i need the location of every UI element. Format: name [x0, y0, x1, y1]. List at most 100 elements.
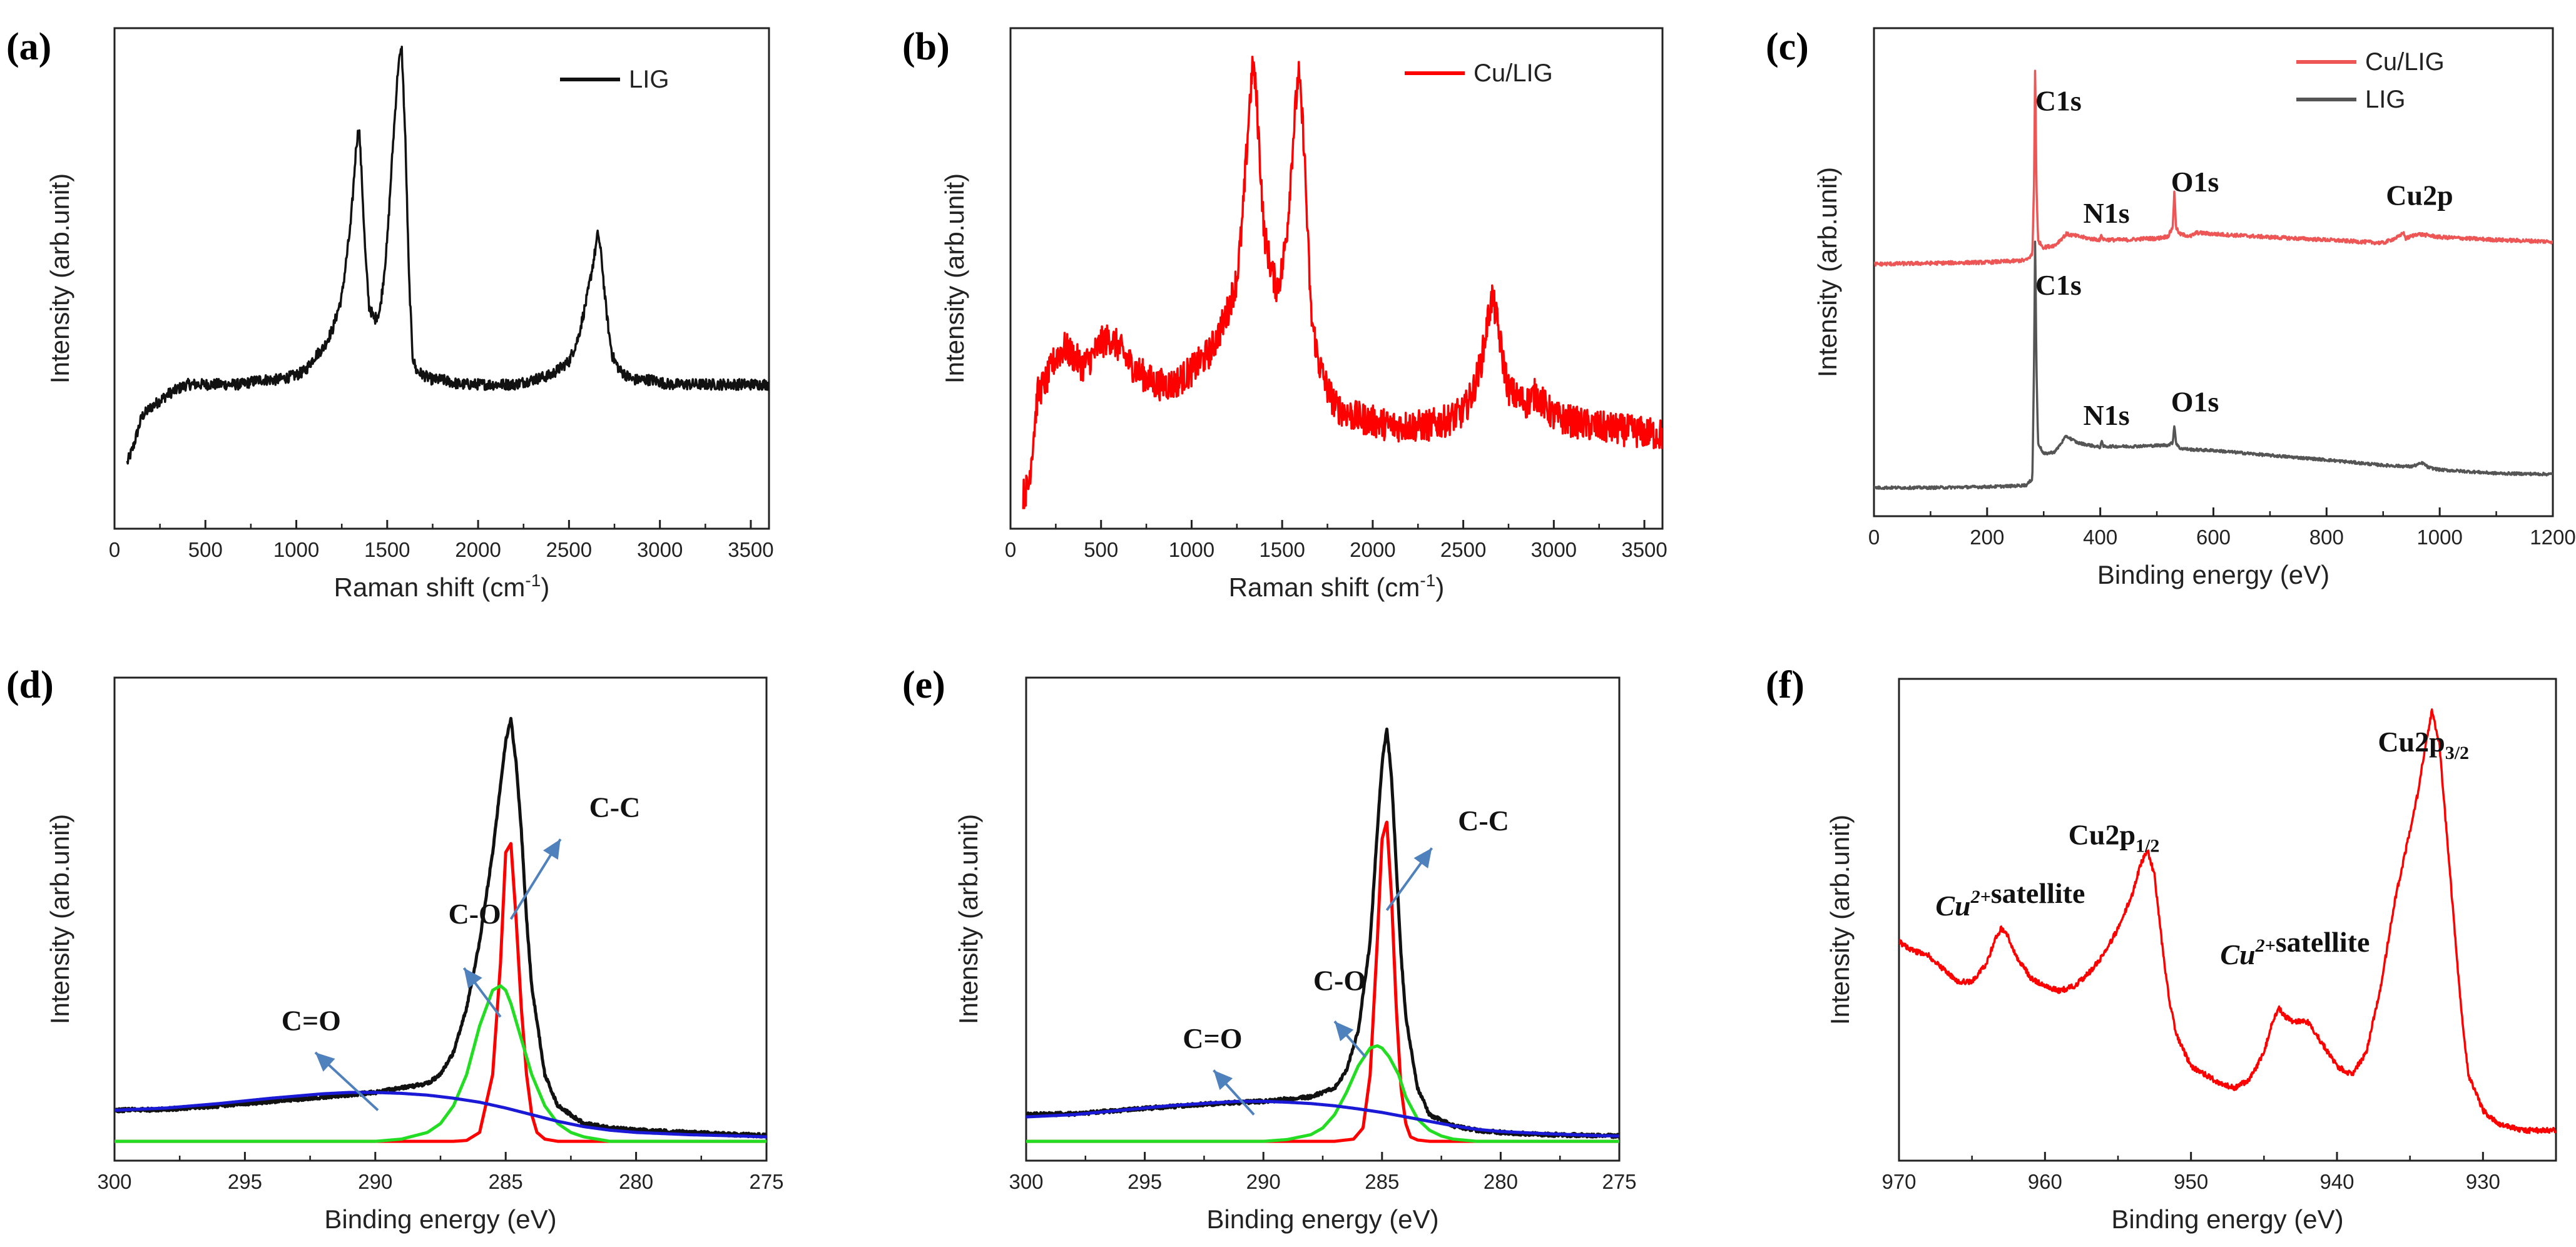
annotation-d-0: C-C: [589, 791, 641, 823]
chart-c: (c) 0 200 400 600 800 1000 1200 Binding energy (…: [1766, 26, 2576, 589]
x-tick-label-e-5: 275: [1602, 1170, 1636, 1193]
panel-label-d: (d): [6, 664, 54, 706]
annotation-c-2: O1s: [2171, 166, 2219, 198]
chart-f: (f) 970 960 950 940 930 Binding energy (eV) Int…: [1766, 664, 2557, 1234]
x-tick-label-e-0: 300: [1009, 1170, 1043, 1193]
arrow-head-d-0: [543, 839, 561, 860]
annotation-f-1: Cu2p1/2: [2069, 819, 2160, 857]
x-tick-label-a-3: 1500: [364, 538, 410, 561]
x-tick-label-b-4: 2000: [1350, 538, 1395, 561]
x-tick-label-c-2: 400: [2083, 526, 2117, 549]
annotation-d-1: C-O: [449, 898, 501, 930]
legend-label-c-1: LIG: [2365, 86, 2405, 113]
x-tick-label-a-4: 2000: [455, 538, 501, 561]
series-group-e: [1026, 727, 1619, 1143]
x-tick-label-b-0: 0: [1005, 538, 1016, 561]
chart-b: (b) 0 500 1000 1500 2000 2500 3000 3500 Raman shi…: [902, 26, 1667, 602]
series-group-a: [126, 46, 769, 465]
x-tick-label-c-6: 1200: [2530, 526, 2575, 549]
series-group-f: [1899, 708, 2556, 1134]
annotation-d-2: C=O: [282, 1005, 341, 1037]
x-tick-label-f-0: 970: [1881, 1170, 1916, 1193]
panel-label-e: (e): [902, 664, 945, 706]
x-tick-label-c-3: 600: [2196, 526, 2231, 549]
legend-label-b-0: Cu/LIG: [1474, 59, 1553, 87]
x-axis-title-e: Binding energy (eV): [1206, 1204, 1438, 1234]
series-group-b: [1022, 56, 1662, 509]
panel-label-b: (b): [902, 26, 950, 68]
x-tick-label-f-3: 940: [2319, 1170, 2354, 1193]
x-tick-label-a-6: 3000: [637, 538, 683, 561]
annotation-c-6: O1s: [2171, 385, 2219, 417]
arrow-head-e-0: [1413, 848, 1432, 868]
x-tick-label-c-5: 1000: [2416, 526, 2462, 549]
y-axis-title-b: Intensity (arb.unit): [940, 173, 969, 384]
x-tick-label-a-1: 500: [188, 538, 223, 561]
x-tick-label-a-5: 2500: [546, 538, 592, 561]
series-c-lig: [1874, 240, 2553, 491]
annotation-c-3: Cu2p: [2386, 179, 2453, 211]
arrow-head-e-2: [1213, 1070, 1233, 1091]
x-tick-label-d-4: 280: [619, 1170, 653, 1193]
annotation-f-2: Cu2+satellite: [2220, 926, 2370, 970]
arrow-head-e-1: [1335, 1021, 1354, 1042]
panel-label-f: (f): [1766, 664, 1805, 706]
chart-d: (d) 300 295 290 285 280 275 Binding energy (eV)…: [6, 664, 784, 1234]
x-tick-label-c-4: 800: [2309, 526, 2344, 549]
legend-label-a-0: LIG: [629, 66, 669, 93]
annotation-f-0: Cu2+satellite: [1935, 877, 2085, 922]
x-tick-label-b-2: 1000: [1169, 538, 1214, 561]
series-b-cu-lig: [1022, 56, 1662, 509]
annotation-c-1: N1s: [2084, 197, 2130, 229]
x-tick-label-c-0: 0: [1868, 526, 1880, 549]
x-tick-label-b-5: 2500: [1440, 538, 1486, 561]
x-tick-label-d-2: 290: [358, 1170, 392, 1193]
series-c-cu-lig: [1874, 69, 2553, 267]
annotation-c-0: C1s: [2035, 85, 2082, 117]
x-tick-label-f-4: 930: [2466, 1170, 2500, 1193]
x-axis-title-f: Binding energy (eV): [2111, 1204, 2343, 1234]
panel-label-a: (a): [6, 26, 51, 68]
y-axis-title-e: Intensity (arb.unit): [954, 814, 983, 1024]
x-tick-label-a-7: 3500: [728, 538, 773, 561]
y-axis-title-f: Intensity (arb.unit): [1825, 815, 1855, 1025]
chart-e: (e) 300 295 290 285 280 275 Binding energy (eV)…: [902, 664, 1637, 1234]
series-f-cu2p: [1899, 708, 2556, 1134]
x-axis-title-b: Raman shift (cm-1): [1229, 571, 1445, 602]
y-axis-title-a: Intensity (arb.unit): [45, 173, 74, 384]
series-d-c-o: [115, 1091, 766, 1139]
series-e-c-o: [1026, 1099, 1619, 1138]
x-tick-label-e-4: 280: [1484, 1170, 1518, 1193]
annotation-e-1: C-O: [1313, 965, 1366, 997]
series-group-c: [1874, 69, 2553, 491]
chart-a: (a) 0 500 1000 1500 2000 2500 3000 3500 Raman shi…: [6, 26, 774, 602]
x-axis-title-c: Binding energy (eV): [2097, 560, 2329, 589]
x-tick-label-f-1: 960: [2028, 1170, 2062, 1193]
legend-label-c-0: Cu/LIG: [2365, 48, 2445, 76]
x-axis-title-d: Binding energy (eV): [324, 1204, 556, 1234]
y-axis-title-c: Intensity (arb.unit): [1813, 167, 1842, 377]
annotation-c-4: C1s: [2035, 269, 2082, 301]
plot-frame-f: [1898, 678, 2557, 1162]
x-tick-label-d-5: 275: [749, 1170, 783, 1193]
x-tick-label-e-3: 285: [1365, 1170, 1399, 1193]
x-tick-label-b-6: 3000: [1531, 538, 1577, 561]
x-tick-label-e-1: 295: [1128, 1170, 1162, 1193]
x-tick-label-d-1: 295: [228, 1170, 262, 1193]
x-tick-label-d-3: 285: [489, 1170, 523, 1193]
arrow-head-d-2: [315, 1052, 335, 1072]
plot-frame-a: [113, 27, 770, 530]
series-a-lig: [126, 46, 769, 465]
annotation-e-0: C-C: [1458, 805, 1509, 837]
y-axis-title-d: Intensity (arb.unit): [45, 814, 74, 1024]
annotation-c-5: N1s: [2084, 399, 2130, 431]
plot-frame-b: [1009, 27, 1664, 530]
x-tick-label-a-2: 1000: [273, 538, 319, 561]
series-group-d: [115, 716, 766, 1143]
x-tick-label-e-2: 290: [1246, 1170, 1281, 1193]
annotation-e-2: C=O: [1183, 1022, 1242, 1054]
x-tick-label-b-3: 1500: [1259, 538, 1305, 561]
x-axis-title-a: Raman shift (cm-1): [334, 571, 550, 602]
x-tick-label-f-2: 950: [2174, 1170, 2208, 1193]
